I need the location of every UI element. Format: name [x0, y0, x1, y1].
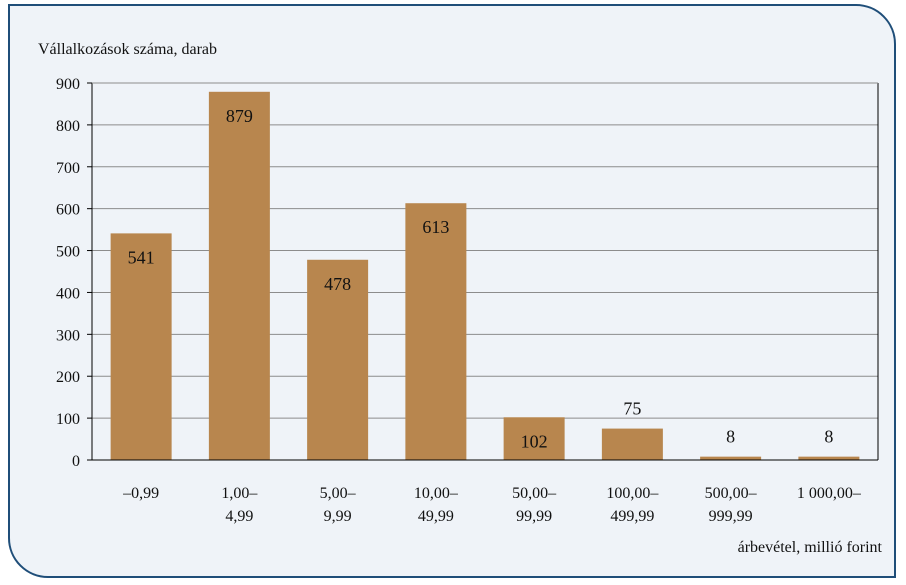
y-tick-label: 0	[72, 453, 80, 470]
y-tick-label: 800	[56, 118, 80, 135]
x-tick-label: 100,00–	[606, 485, 659, 502]
bar	[798, 456, 860, 460]
data-label: 541	[128, 247, 155, 267]
x-tick-label: 99,99	[516, 508, 552, 525]
data-label: 102	[521, 431, 548, 451]
data-label: 879	[226, 106, 253, 126]
data-label: 8	[824, 427, 833, 447]
x-tick-label: 10,00–	[414, 485, 459, 502]
x-tick-label: 499,99	[610, 508, 654, 525]
x-tick-label: 5,00–	[320, 485, 357, 502]
bar	[601, 428, 663, 460]
bar	[208, 91, 270, 461]
x-tick-label: 4,99	[225, 508, 253, 525]
bar	[307, 259, 369, 460]
x-axis-title: árbevétel, millió forint	[738, 539, 883, 556]
x-tick-label: 49,99	[418, 508, 454, 525]
y-tick-label: 600	[56, 202, 80, 219]
y-tick-label: 200	[56, 369, 80, 386]
x-tick-label: 999,99	[709, 508, 753, 525]
y-tick-label: 900	[56, 76, 80, 93]
x-tick-label: 1,00–	[221, 485, 258, 502]
y-axis-title: Vállalkozások száma, darab	[38, 41, 217, 58]
bar	[503, 417, 565, 460]
data-label: 8	[726, 427, 735, 447]
y-tick-label: 300	[56, 327, 80, 344]
data-label: 75	[623, 399, 641, 419]
bar	[110, 233, 172, 460]
x-tick-label: 500,00–	[705, 485, 758, 502]
y-tick-label: 700	[56, 160, 80, 177]
y-tick-label: 500	[56, 244, 80, 261]
bar	[405, 203, 467, 460]
y-tick-label: 400	[56, 285, 80, 302]
x-tick-label: 50,00–	[512, 485, 557, 502]
x-tick-label: 9,99	[324, 508, 352, 525]
x-tick-label: 1 000,00–	[797, 485, 862, 502]
x-tick-label: –0,99	[122, 485, 159, 502]
data-label: 613	[422, 217, 449, 237]
y-tick-label: 100	[56, 411, 80, 428]
bar	[700, 456, 762, 460]
data-label: 478	[324, 274, 351, 294]
